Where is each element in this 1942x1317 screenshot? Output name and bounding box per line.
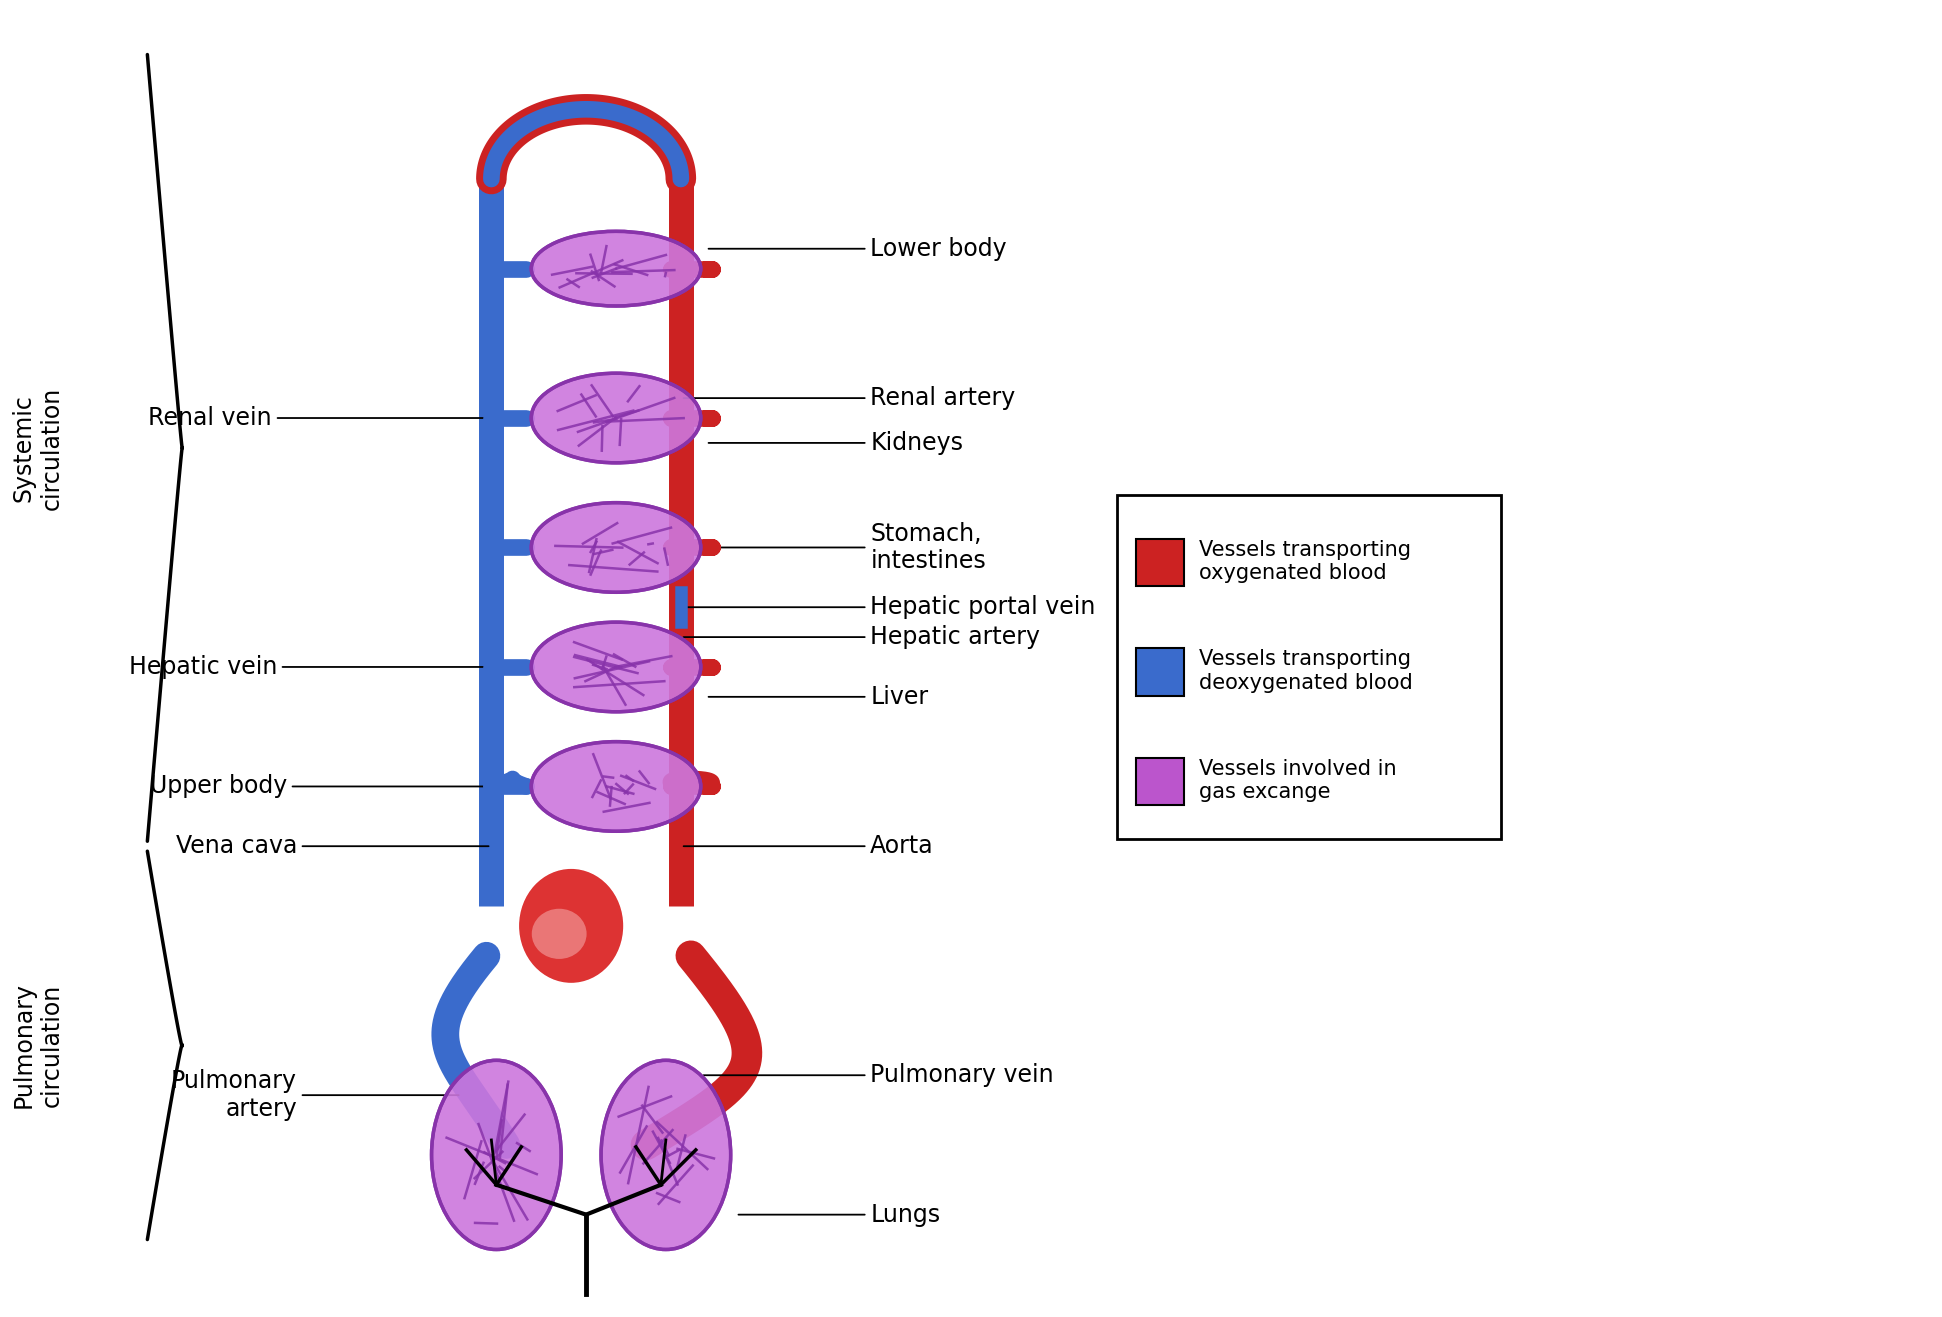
Text: Vessels transporting
deoxygenated blood: Vessels transporting deoxygenated blood [1200,649,1414,693]
FancyBboxPatch shape [1117,495,1501,839]
FancyBboxPatch shape [1136,539,1185,586]
Ellipse shape [532,373,701,462]
Ellipse shape [532,232,701,306]
Ellipse shape [532,622,701,711]
FancyBboxPatch shape [1136,648,1185,695]
Ellipse shape [532,503,701,593]
Text: Systemic
circulation: Systemic circulation [12,386,64,510]
Ellipse shape [532,909,586,959]
Text: Liver: Liver [709,685,928,709]
Text: Hepatic portal vein: Hepatic portal vein [684,595,1095,619]
Ellipse shape [532,741,701,831]
Text: Renal artery: Renal artery [684,386,1016,410]
Text: Renal vein: Renal vein [148,406,489,431]
Ellipse shape [517,867,625,985]
FancyBboxPatch shape [1136,757,1185,806]
Text: Kidneys: Kidneys [709,431,963,454]
Text: Aorta: Aorta [684,834,934,859]
Text: Lower body: Lower body [709,237,1006,261]
Text: Vessels involved in
gas excange: Vessels involved in gas excange [1200,759,1396,802]
Text: Vessels transporting
oxygenated blood: Vessels transporting oxygenated blood [1200,540,1412,583]
Text: Vena cava: Vena cava [175,834,489,859]
Text: Hepatic artery: Hepatic artery [684,626,1041,649]
Text: Hepatic vein: Hepatic vein [128,655,489,680]
Ellipse shape [602,1060,730,1250]
Text: Pulmonary vein: Pulmonary vein [703,1063,1055,1088]
Text: Upper body: Upper body [150,774,489,798]
Text: Pulmonary
artery: Pulmonary artery [171,1069,458,1121]
Text: Stomach,
intestines: Stomach, intestines [709,522,987,573]
Ellipse shape [431,1060,561,1250]
Text: Pulmonary
circulation: Pulmonary circulation [12,982,64,1109]
Text: Lungs: Lungs [738,1202,940,1226]
